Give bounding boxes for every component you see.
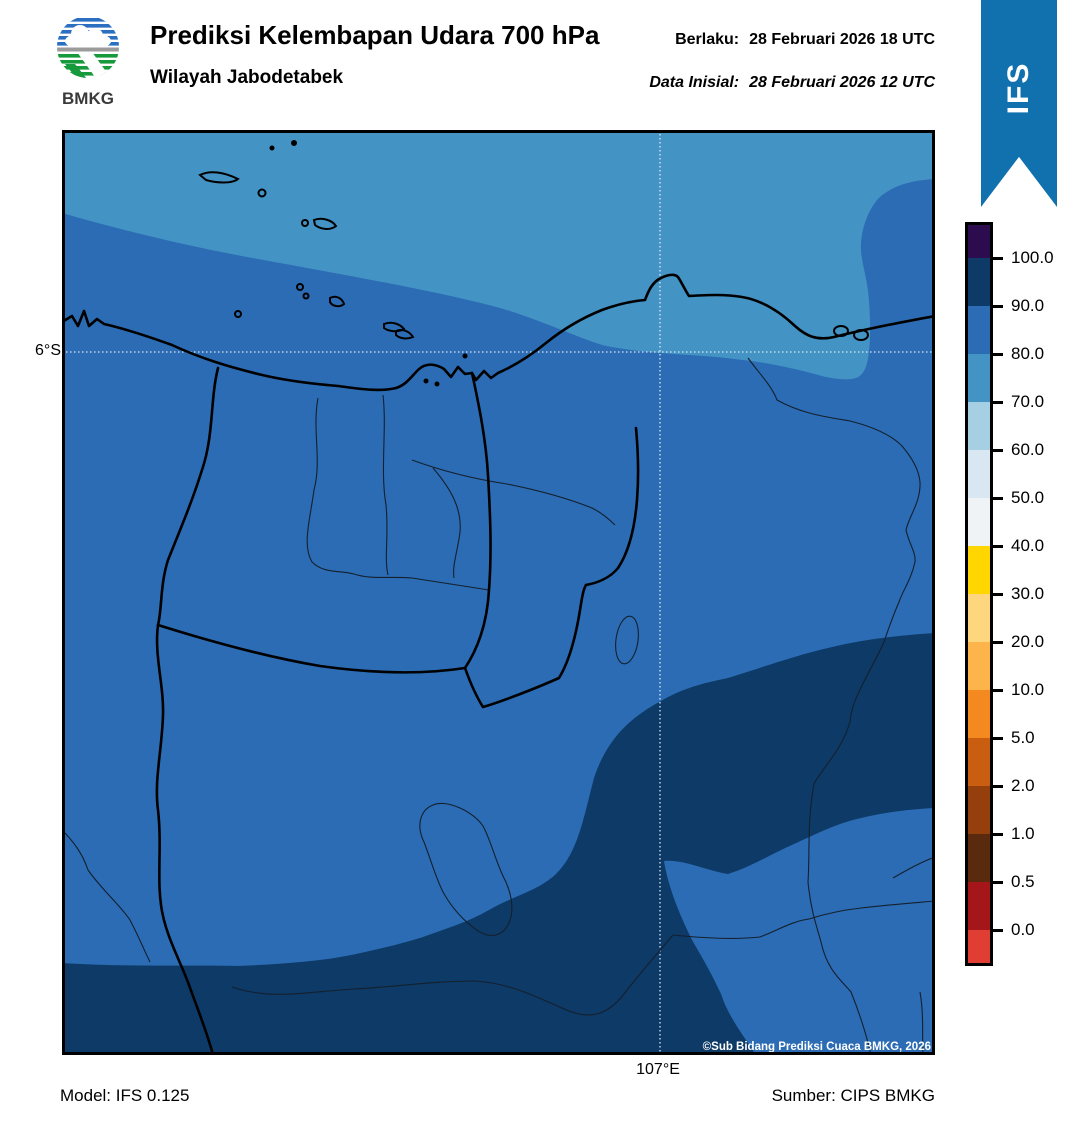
colorbar-label-0.5: 0.5 bbox=[1011, 872, 1035, 891]
colorbar-segment-12 bbox=[968, 786, 990, 834]
colorbar-label-80.0: 80.0 bbox=[1011, 344, 1045, 363]
map-frame bbox=[62, 130, 935, 1055]
border-south-horizontal bbox=[156, 623, 467, 674]
java-north-coastline bbox=[62, 273, 935, 392]
colorbar-label-2.0: 2.0 bbox=[1011, 776, 1035, 795]
colorbar-segment-1 bbox=[968, 258, 990, 306]
colorbar-label-0.0: 0.0 bbox=[1011, 920, 1035, 939]
colorbar-tick-5 bbox=[993, 496, 1003, 500]
colorbar-tick-4 bbox=[993, 448, 1003, 452]
colorbar-label-70.0: 70.0 bbox=[1011, 392, 1045, 411]
init-time-value: 28 Februari 2026 12 UTC bbox=[749, 74, 935, 91]
colorbar-segment-14 bbox=[968, 882, 990, 930]
colorbar-tick-0 bbox=[993, 256, 1003, 260]
colorbar-label-50.0: 50.0 bbox=[1011, 488, 1045, 507]
colorbar-tick-7 bbox=[993, 592, 1003, 596]
colorbar-segment-2 bbox=[968, 306, 990, 354]
bekasi-east-border bbox=[584, 426, 640, 587]
colorbar-label-1.0: 1.0 bbox=[1011, 824, 1035, 843]
island-outlines bbox=[198, 171, 869, 341]
coastline-and-province-borders bbox=[62, 273, 935, 1055]
bmkg-logo: BMKG bbox=[57, 16, 119, 108]
colorbar-segment-8 bbox=[968, 594, 990, 642]
colorbar-tick-9 bbox=[993, 688, 1003, 692]
colorbar-label-5.0: 5.0 bbox=[1011, 728, 1035, 747]
bmkg-logo-label: BMKG bbox=[62, 89, 114, 108]
island-dots bbox=[269, 140, 468, 387]
map-fill-lobe-80-90 bbox=[664, 808, 935, 1055]
admin-boundaries-thin bbox=[62, 357, 935, 1055]
page-title: Prediksi Kelembapan Udara 700 hPa bbox=[150, 20, 600, 50]
colorbar-label-30.0: 30.0 bbox=[1011, 584, 1045, 603]
init-time-line: Data Inisial: 28 Februari 2026 12 UTC bbox=[649, 74, 935, 92]
init-time-label: Data Inisial: bbox=[649, 74, 740, 91]
colorbar-segment-10 bbox=[968, 690, 990, 738]
colorbar-tick-11 bbox=[993, 784, 1003, 788]
colorbar-segment-15 bbox=[968, 930, 990, 963]
colorbar-label-40.0: 40.0 bbox=[1011, 536, 1045, 555]
colorbar-segment-6 bbox=[968, 498, 990, 546]
bmkg-logo-icon bbox=[57, 16, 119, 78]
colorbar-segment-4 bbox=[968, 402, 990, 450]
colorbar-segment-13 bbox=[968, 834, 990, 882]
lon-axis-label: 107°E bbox=[636, 1061, 680, 1078]
region-subtitle: Wilayah Jabodetabek bbox=[150, 67, 344, 88]
colorbar-segment-3 bbox=[968, 354, 990, 402]
valid-time-value: 28 Februari 2026 18 UTC bbox=[749, 31, 935, 48]
colorbar-tick-1 bbox=[993, 304, 1003, 308]
colorbar-segment-7 bbox=[968, 546, 990, 594]
colorbar-tick-2 bbox=[993, 352, 1003, 356]
jakarta-east-border bbox=[463, 371, 588, 709]
colorbar-label-90.0: 90.0 bbox=[1011, 296, 1045, 315]
colorbar-label-10.0: 10.0 bbox=[1011, 680, 1045, 699]
colorbar-label-60.0: 60.0 bbox=[1011, 440, 1045, 459]
valid-time-label: Berlaku: bbox=[675, 31, 740, 48]
model-ribbon-label: IFS bbox=[1002, 61, 1035, 115]
colorbar-segment-0 bbox=[968, 225, 990, 258]
colorbar-tick-14 bbox=[993, 928, 1003, 932]
colorbar-segment-11 bbox=[968, 738, 990, 786]
colorbar-segment-5 bbox=[968, 450, 990, 498]
model-ribbon-banner: IFS bbox=[981, 0, 1057, 207]
map-copyright: ©Sub Bidang Prediksi Cuaca BMKG, 2026 bbox=[703, 1041, 931, 1053]
province-border-west bbox=[155, 366, 220, 1055]
lat-axis-label: 6°S bbox=[35, 342, 61, 359]
source-info: Sumber: CIPS BMKG bbox=[771, 1086, 935, 1105]
model-info: Model: IFS 0.125 bbox=[60, 1086, 190, 1105]
colorbar-tick-12 bbox=[993, 832, 1003, 836]
colorbar-tick-13 bbox=[993, 880, 1003, 884]
forecast-map: ©Sub Bidang Prediksi Cuaca BMKG, 2026 bbox=[62, 130, 935, 1055]
colorbar-label-20.0: 20.0 bbox=[1011, 632, 1045, 651]
colorbar-tick-8 bbox=[993, 640, 1003, 644]
humidity-colorbar bbox=[965, 222, 993, 966]
colorbar-label-100.0: 100.0 bbox=[1011, 248, 1054, 267]
colorbar-segment-9 bbox=[968, 642, 990, 690]
colorbar-tick-6 bbox=[993, 544, 1003, 548]
colorbar-tick-10 bbox=[993, 736, 1003, 740]
valid-time-line: Berlaku: 28 Februari 2026 18 UTC bbox=[675, 31, 935, 49]
colorbar-tick-3 bbox=[993, 400, 1003, 404]
map-fill-band-70-80 bbox=[62, 130, 935, 380]
